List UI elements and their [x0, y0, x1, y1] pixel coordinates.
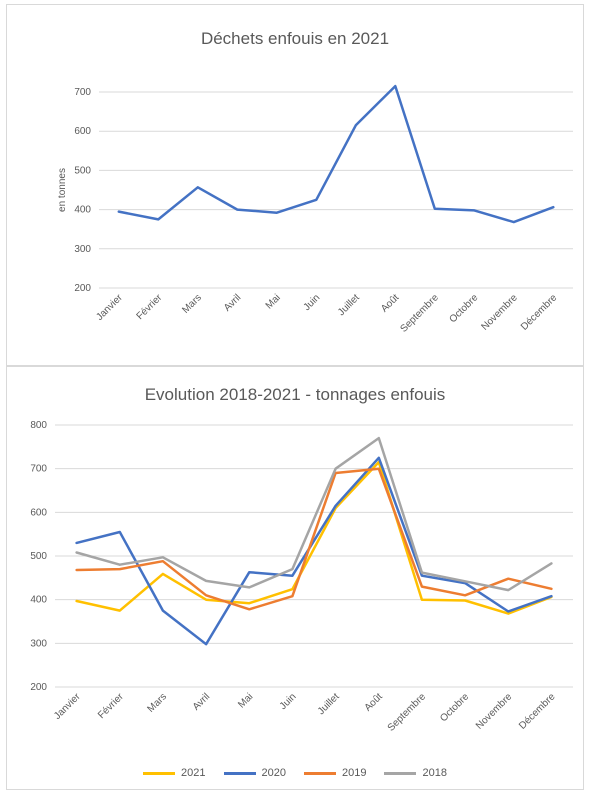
x-tick-label: Mai — [264, 292, 283, 311]
x-tick-label: Juillet — [336, 292, 362, 318]
chart-top-svg: 200 300 400 500 600 700 Janvier Février Mars Avri… — [57, 84, 573, 335]
x-tick-label: Juin — [302, 292, 323, 313]
legend-item: 2019 — [304, 767, 366, 779]
legend-label: 2018 — [422, 767, 447, 779]
legend-item: 2020 — [223, 767, 286, 779]
x-tick-label: Septembre — [399, 292, 442, 335]
series-line — [117, 84, 555, 224]
y-tick-label: 800 — [30, 420, 47, 431]
legend-label: 2019 — [342, 767, 367, 779]
x-tick-label: Mai — [236, 691, 255, 710]
legend-label: 2021 — [181, 767, 206, 779]
series-line-2021 — [75, 460, 553, 615]
y-tick-label: 700 — [74, 87, 91, 98]
chart-title: Evolution 2018-2021 - tonnages enfouis — [144, 385, 446, 404]
series-line-2018 — [75, 436, 553, 592]
chart-bottom-svg: 200 300 400 500 600 700 800 Janvier Février Mars A… — [30, 420, 573, 734]
legend-swatch — [304, 771, 336, 775]
x-tick-label: Février — [96, 691, 126, 721]
x-tick-label: Février — [135, 292, 165, 322]
chart-bottom-panel: Evolution 2018-2021 - tonnages enfouis 2… — [6, 366, 584, 790]
x-tick-label: Avril — [191, 691, 212, 712]
x-tick-label: Janvier — [94, 292, 125, 323]
x-tick-label: Août — [363, 691, 385, 713]
chart-legend: 2021 2020 2019 2018 — [7, 767, 583, 779]
y-tick-label: 700 — [30, 464, 47, 475]
y-tick-label: 600 — [74, 126, 91, 137]
x-tick-label: Octobre — [447, 292, 480, 325]
series-line-2020 — [75, 456, 553, 646]
legend-item: 2018 — [384, 767, 447, 779]
chart-title: Déchets enfouis en 2021 — [200, 29, 390, 48]
chart-top-panel: Déchets enfouis en 2021 200 300 400 500 600 7… — [6, 4, 584, 366]
x-tick-label: Octobre — [438, 691, 471, 724]
x-tick-label: Septembre — [386, 691, 429, 734]
legend-item: 2021 — [143, 767, 206, 779]
y-tick-label: 200 — [30, 682, 47, 693]
legend-swatch — [143, 771, 176, 775]
y-tick-label: 300 — [30, 638, 47, 649]
legend-label: 2020 — [261, 767, 286, 779]
y-tick-label: 500 — [30, 551, 47, 562]
y-tick-label: 400 — [74, 205, 91, 216]
y-tick-label: 400 — [30, 595, 47, 606]
x-tick-label: Novembre — [474, 691, 515, 732]
x-tick-label: Décembre — [517, 691, 558, 732]
x-tick-label: Mars — [180, 292, 204, 316]
y-tick-label: 500 — [74, 165, 91, 176]
x-tick-label: Décembre — [519, 292, 560, 333]
x-tick-label: Juillet — [316, 691, 342, 717]
legend-swatch — [384, 771, 417, 775]
y-tick-label: 300 — [74, 244, 91, 255]
x-tick-label: Avril — [222, 292, 243, 313]
x-tick-label: Août — [379, 292, 401, 314]
y-tick-label: 600 — [30, 507, 47, 518]
y-tick-label: 200 — [74, 283, 91, 294]
x-tick-label: Mars — [146, 691, 170, 715]
x-tick-label: Janvier — [52, 691, 83, 722]
x-tick-label: Novembre — [479, 292, 520, 333]
y-axis-label: en tonnes — [57, 168, 68, 212]
legend-swatch — [223, 771, 256, 775]
series-line-2019 — [75, 467, 553, 611]
x-tick-label: Juin — [278, 691, 299, 712]
